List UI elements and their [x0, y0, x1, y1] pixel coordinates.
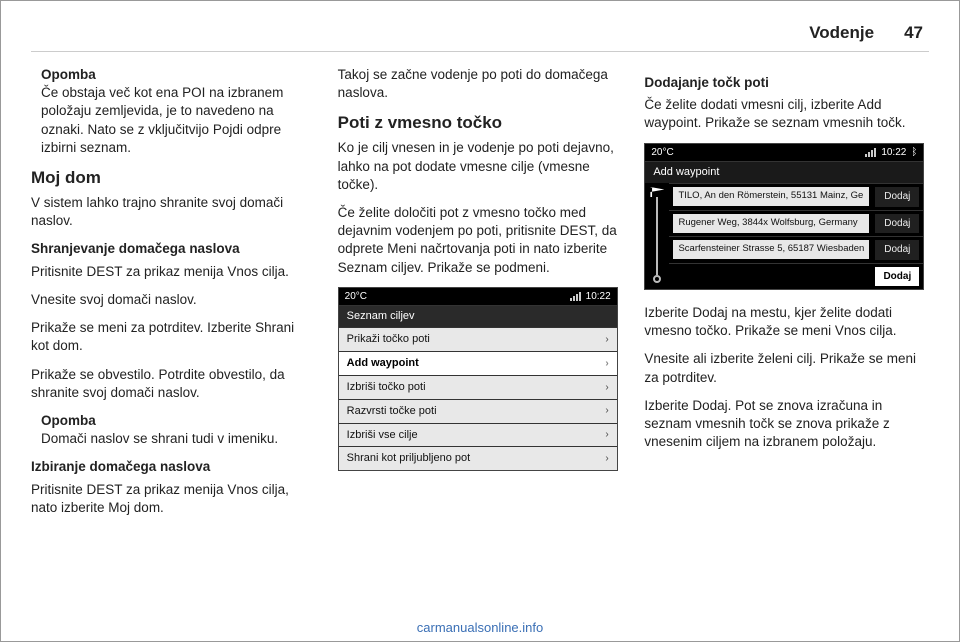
- menu-item[interactable]: Shrani kot priljubljeno pot ›: [339, 446, 617, 470]
- heading-moj-dom: Moj dom: [31, 167, 316, 190]
- footer-url: carmanualsonline.info: [1, 620, 959, 635]
- paragraph: Pritisnite DEST za prikaz menija Vnos ci…: [31, 481, 316, 517]
- screen-title: Add waypoint: [645, 162, 923, 183]
- menu-item-label: Add waypoint: [347, 356, 419, 371]
- menu-item-label: Shrani kot priljubljeno pot: [347, 451, 471, 466]
- add-button[interactable]: Dodaj: [875, 214, 919, 234]
- page: Vodenje 47 Opomba Če obstaja več kot ena…: [0, 0, 960, 642]
- menu-item-label: Razvrsti točke poti: [347, 404, 437, 419]
- signal-icon: [570, 292, 581, 301]
- waypoint-address: TILO, An den Römerstein, 55131 Mainz, Ge: [673, 187, 869, 206]
- header-title: Vodenje: [809, 23, 874, 43]
- screen-statusbar: 20°C 10:22 ᛒ: [645, 144, 923, 163]
- paragraph: Če želite dodati vmesni cilj, izberite A…: [644, 96, 929, 132]
- subheading-shranjevanje: Shranjevanje domačega naslova: [31, 240, 316, 258]
- chevron-right-icon: ›: [605, 404, 608, 418]
- paragraph: Če želite določiti pot z vmesno točko me…: [338, 204, 623, 277]
- paragraph: Izberite Dodaj. Pot se znova izračuna in…: [644, 397, 929, 452]
- add-button[interactable]: Dodaj: [875, 187, 919, 207]
- chevron-right-icon: ›: [605, 357, 608, 371]
- waypoint-body: TILO, An den Römerstein, 55131 Mainz, Ge…: [645, 183, 923, 289]
- menu-item-label: Prikaži točko poti: [347, 332, 430, 347]
- paragraph: Vnesite svoj domači naslov.: [31, 291, 316, 309]
- add-button[interactable]: Dodaj: [875, 267, 919, 287]
- menu-item[interactable]: Izbriši točko poti ›: [339, 375, 617, 399]
- column-3: Dodajanje točk poti Če želite dodati vme…: [644, 66, 929, 527]
- paragraph: Pritisnite DEST za prikaz menija Vnos ci…: [31, 263, 316, 281]
- paragraph: Prikaže se obvestilo. Potrdite obvestilo…: [31, 366, 316, 402]
- paragraph: Izberite Dodaj na mestu, kjer želite dod…: [644, 304, 929, 340]
- bluetooth-icon: ᛒ: [911, 146, 917, 160]
- menu-item[interactable]: Add waypoint ›: [339, 351, 617, 375]
- note-body: Domači naslov se shrani tudi v imeniku.: [41, 431, 278, 446]
- menu-item[interactable]: Prikaži točko poti ›: [339, 327, 617, 351]
- nav-screen-seznam-ciljev: 20°C 10:22 Seznam ciljev Prikaži točko p…: [338, 287, 618, 471]
- waypoint-address: Scarfensteiner Strasse 5, 65187 Wiesbade…: [673, 240, 869, 259]
- heading-poti-vmesno: Poti z vmesno točko: [338, 112, 623, 135]
- paragraph: Takoj se začne vodenje po poti do domače…: [338, 66, 623, 102]
- column-2: Takoj se začne vodenje po poti do domače…: [338, 66, 623, 527]
- signal-icon: [865, 148, 876, 157]
- chevron-right-icon: ›: [605, 452, 608, 466]
- menu-item-label: Izbriši vse cilje: [347, 428, 418, 443]
- origin-icon: [653, 275, 661, 283]
- waypoint-list: TILO, An den Römerstein, 55131 Mainz, Ge…: [669, 183, 923, 289]
- paragraph: Ko je cilj vnesen in je vodenje po poti …: [338, 139, 623, 194]
- paragraph: Prikaže se meni za potrditev. Izberite S…: [31, 319, 316, 355]
- screen-title: Seznam ciljev: [339, 306, 617, 327]
- menu-item[interactable]: Izbriši vse cilje ›: [339, 423, 617, 447]
- menu-item[interactable]: Razvrsti točke poti ›: [339, 399, 617, 423]
- page-header: Vodenje 47: [31, 19, 929, 52]
- add-button[interactable]: Dodaj: [875, 240, 919, 260]
- waypoint-address: Rugener Weg, 3844x Wolfsburg, Germany: [673, 214, 869, 233]
- note-body: Če obstaja več kot ena POI na izbranem p…: [41, 85, 283, 155]
- waypoint-row: Scarfensteiner Strasse 5, 65187 Wiesbade…: [669, 236, 923, 263]
- note-title: Opomba: [41, 67, 96, 82]
- screen-menu-list: Prikaži točko poti › Add waypoint › Izbr…: [339, 327, 617, 470]
- note-title: Opomba: [41, 413, 96, 428]
- subheading-dodajanje: Dodajanje točk poti: [644, 74, 929, 92]
- waypoint-row: Dodaj: [669, 263, 923, 290]
- columns: Opomba Če obstaja več kot ena POI na izb…: [31, 66, 929, 527]
- menu-item-label: Izbriši točko poti: [347, 380, 426, 395]
- column-1: Opomba Če obstaja več kot ena POI na izb…: [31, 66, 316, 527]
- time-label: 10:22: [881, 146, 906, 160]
- nav-screen-add-waypoint: 20°C 10:22 ᛒ Add waypoint: [644, 143, 924, 290]
- screen-statusbar: 20°C 10:22: [339, 288, 617, 307]
- waypoint-row: Rugener Weg, 3844x Wolfsburg, Germany Do…: [669, 210, 923, 237]
- chevron-right-icon: ›: [605, 333, 608, 347]
- subheading-izbiranje: Izbiranje domačega naslova: [31, 458, 316, 476]
- temp-label: 20°C: [651, 146, 673, 160]
- chevron-right-icon: ›: [605, 428, 608, 442]
- paragraph: Vnesite ali izberite želeni cilj. Prikaž…: [644, 350, 929, 386]
- chevron-right-icon: ›: [605, 381, 608, 395]
- waypoint-row: TILO, An den Römerstein, 55131 Mainz, Ge…: [669, 183, 923, 210]
- temp-label: 20°C: [345, 290, 367, 304]
- paragraph: V sistem lahko trajno shranite svoj doma…: [31, 194, 316, 230]
- header-page: 47: [904, 23, 923, 43]
- route-line-icon: [645, 183, 669, 289]
- time-label: 10:22: [586, 290, 611, 304]
- flag-icon: [650, 187, 664, 197]
